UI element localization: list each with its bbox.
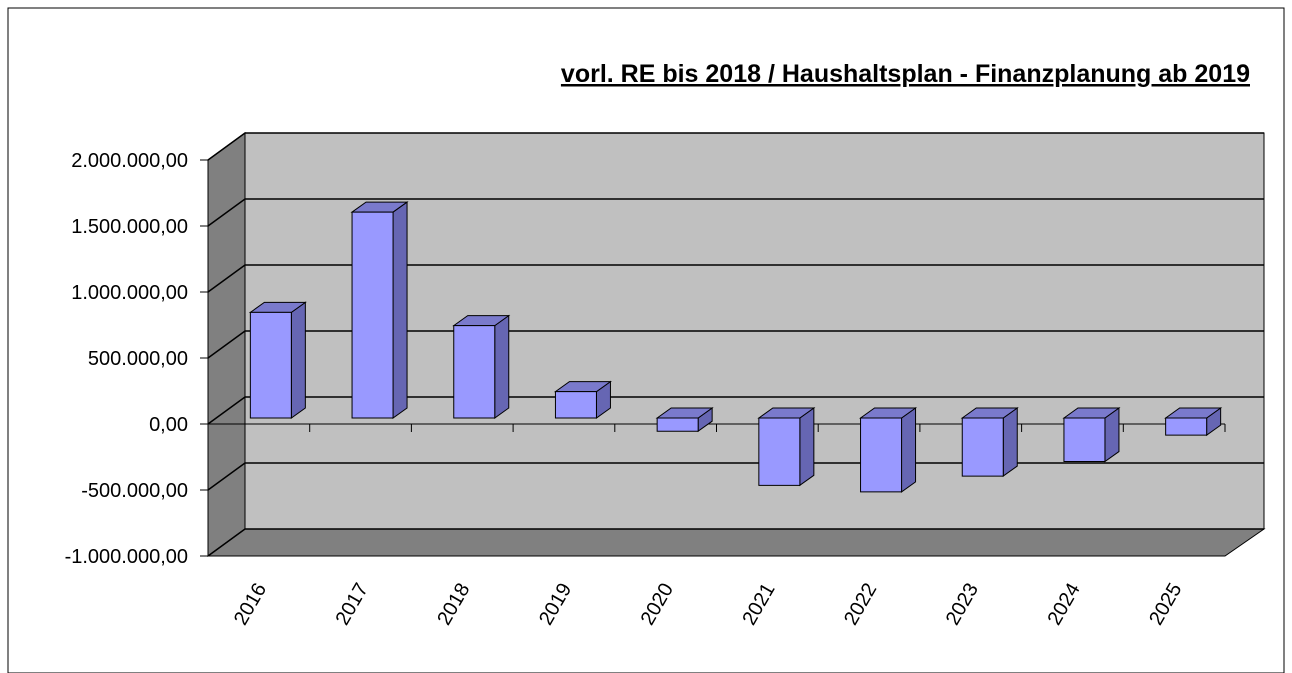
grid-line — [207, 396, 1264, 425]
bar-front — [351, 211, 394, 419]
bar — [553, 380, 613, 419]
bar — [757, 407, 816, 487]
bar-front — [656, 417, 699, 432]
floor — [206, 528, 1266, 557]
bar — [1062, 407, 1121, 463]
y-tick-label: -500.000,00 — [81, 480, 188, 502]
bar-front — [1063, 417, 1106, 463]
bar-side — [392, 201, 408, 419]
bar-front — [860, 417, 903, 493]
y-tick-label: 1.500.000,00 — [71, 216, 188, 238]
grid-line — [207, 264, 1264, 293]
grid-line — [207, 462, 1264, 491]
y-tick-label: 2.000.000,00 — [71, 150, 188, 172]
bar — [248, 301, 307, 419]
grid-line — [207, 528, 1264, 557]
bar-side — [799, 407, 815, 487]
y-tick-label: -1.000.000,00 — [65, 546, 188, 568]
grid-line — [207, 132, 1264, 161]
bar-side — [1002, 407, 1018, 478]
bar — [960, 407, 1019, 478]
bar-front — [554, 391, 597, 419]
grid-line — [207, 330, 1264, 359]
bar-side — [290, 301, 306, 419]
chart-title: vorl. RE bis 2018 / Haushaltsplan - Fina… — [561, 60, 1250, 88]
bar-front — [1165, 417, 1208, 436]
bar-front — [961, 417, 1004, 477]
bar — [1164, 407, 1223, 437]
bar — [350, 201, 409, 419]
bar-front — [758, 417, 801, 486]
bar — [858, 407, 918, 493]
grid-line — [207, 198, 1264, 227]
y-tick-label: 500.000,00 — [88, 348, 188, 370]
y-tick-label: 0,00 — [149, 414, 188, 436]
bar — [655, 407, 714, 433]
bar-front — [249, 311, 292, 419]
bar-side — [494, 314, 510, 419]
y-tick-label: 1.000.000,00 — [71, 282, 188, 304]
bar — [452, 314, 511, 419]
bar-side — [901, 407, 917, 493]
bar-front — [453, 325, 496, 419]
